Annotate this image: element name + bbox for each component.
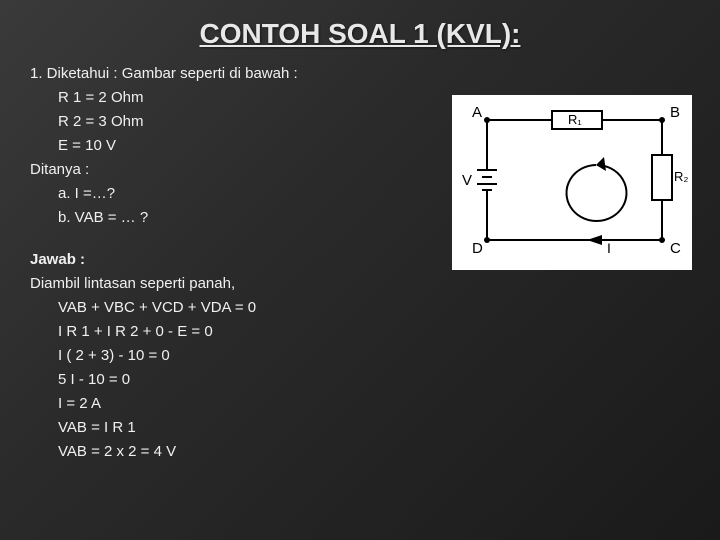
circuit-diagram: A B C D V R₁ R₂ I	[452, 95, 692, 270]
answer-step: I = 2 A	[30, 392, 690, 416]
answer-step: I R 1 + I R 2 + 0 - E = 0	[30, 320, 690, 344]
circuit-svg-icon: A B C D V R₁ R₂ I	[452, 95, 692, 270]
node-a-label: A	[472, 104, 482, 121]
answer-intro: Diambil lintasan seperti panah,	[30, 272, 690, 296]
answer-step: 5 I - 10 = 0	[30, 368, 690, 392]
problem-header: 1. Diketahui : Gambar seperti di bawah :	[30, 62, 690, 86]
page-title: CONTOH SOAL 1 (KVL):	[0, 0, 720, 62]
answer-step: VAB = 2 x 2 = 4 V	[30, 440, 690, 464]
answer-step: VAB + VBC + VCD + VDA = 0	[30, 296, 690, 320]
resistor-r1-label: R₁	[568, 112, 582, 127]
voltage-v-label: V	[462, 172, 472, 189]
node-b-label: B	[670, 104, 680, 121]
node-c-label: C	[670, 240, 681, 257]
answer-step: I ( 2 + 3) - 10 = 0	[30, 344, 690, 368]
node-d-label: D	[472, 240, 483, 257]
answer-step: VAB = I R 1	[30, 416, 690, 440]
current-i-label: I	[607, 240, 611, 256]
resistor-r2-label: R₂	[674, 169, 688, 184]
